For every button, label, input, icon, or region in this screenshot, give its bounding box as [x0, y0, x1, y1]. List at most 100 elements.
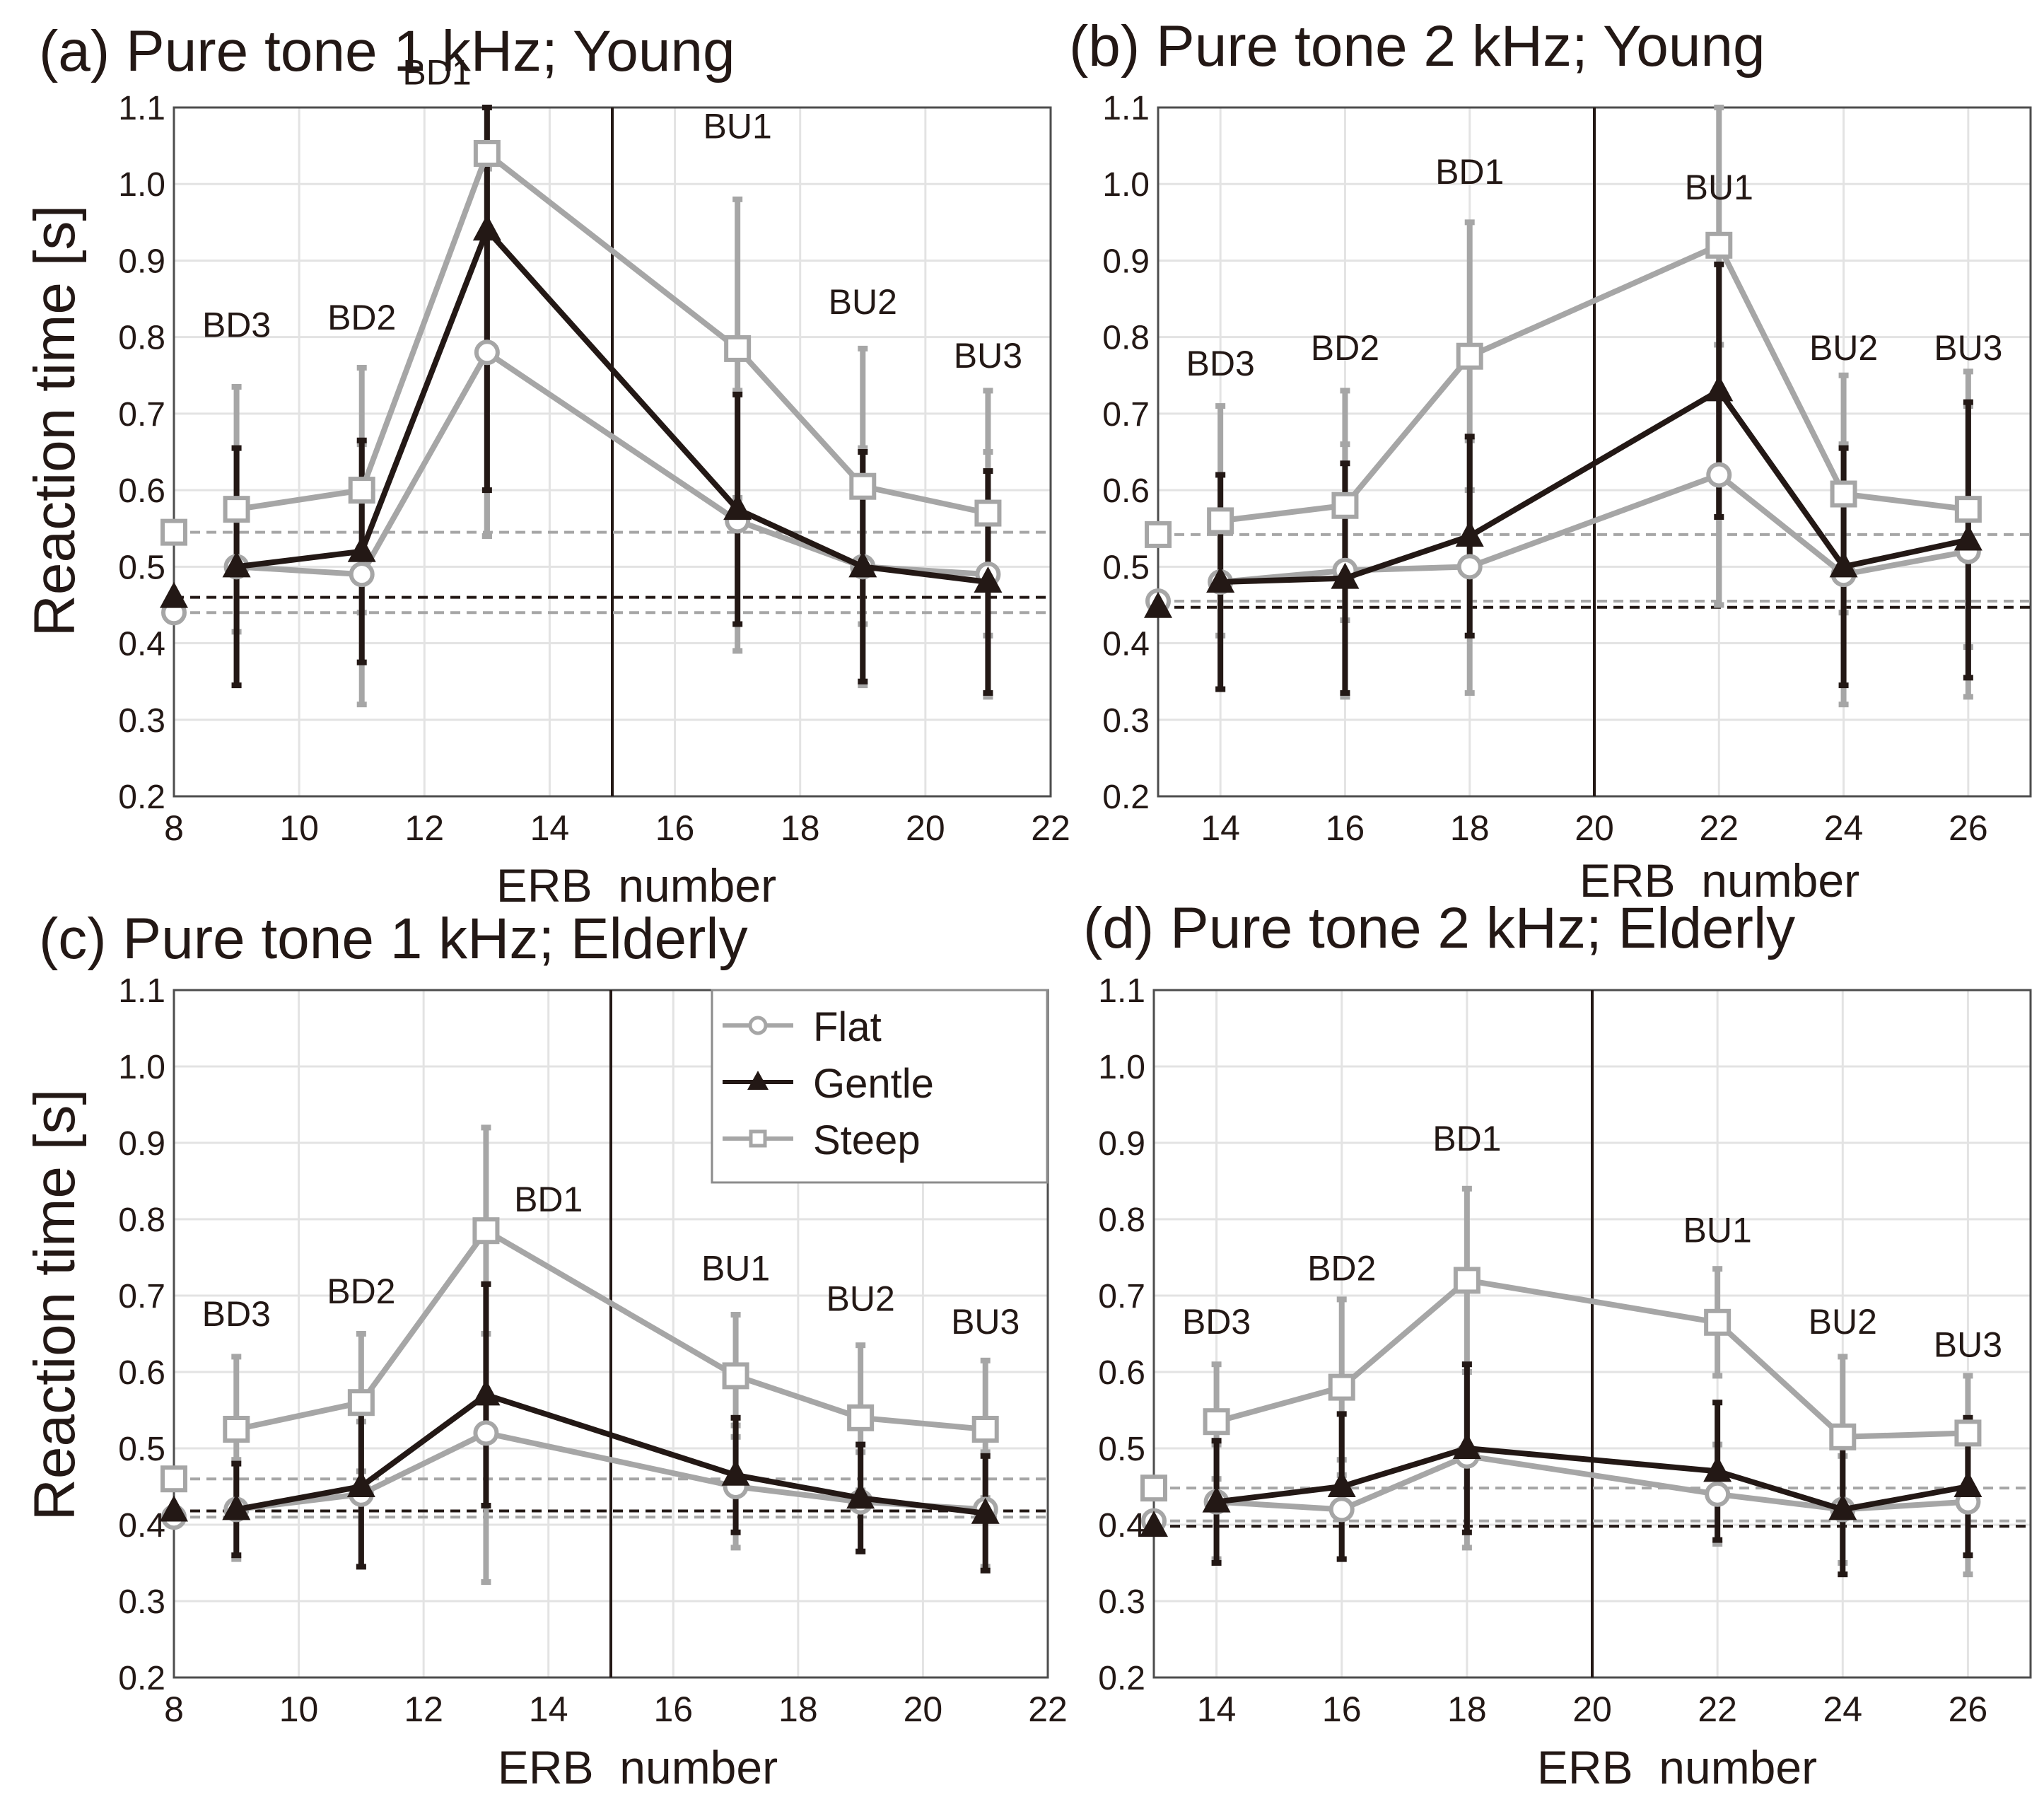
panel-b-gentle-point — [1954, 524, 1982, 551]
panel-a-steep-point — [226, 498, 248, 521]
panel-b-gentle-point — [1705, 375, 1734, 402]
panel-c-band-label-bu3: BU3 — [951, 1302, 1020, 1342]
legend-gentle-marker — [747, 1071, 769, 1090]
panel-c-ytick-label: 1.1 — [118, 972, 165, 1010]
panel-c-band-label-bd2: BD2 — [327, 1272, 395, 1311]
panel-d-ytick-label: 0.8 — [1098, 1202, 1145, 1239]
panel-d-steep-point — [1706, 1311, 1729, 1334]
panel-b-ytick-label: 1.1 — [1102, 90, 1150, 127]
panel-a-xtick-label: 14 — [530, 808, 570, 848]
panel-a-xlabel: ERB number — [496, 859, 776, 912]
panel-c-band-label-bd1: BD1 — [514, 1180, 583, 1219]
panel-a-ytick-label: 0.9 — [118, 243, 165, 280]
legend-entry-gentle: Gentle — [723, 1061, 934, 1107]
panel-b-xtick-label: 24 — [1824, 808, 1864, 848]
panel-b-band-label-bd2: BD2 — [1311, 328, 1379, 368]
legend-steep-marker — [749, 1129, 767, 1148]
panel-c-gentle-point — [346, 1471, 375, 1497]
panel-a-xtick-label: 16 — [655, 808, 695, 848]
panel-b-xtick-label: 14 — [1201, 808, 1240, 848]
panel-d-ytick-label: 0.2 — [1098, 1660, 1145, 1697]
panel-d-xlabel: ERB number — [1537, 1741, 1817, 1793]
panel-b-band-label-bu1: BU1 — [1685, 168, 1753, 207]
panel-d-ytick-label: 0.9 — [1098, 1125, 1145, 1163]
panel-a-plot: 8 10 12 14 16 18 20 22 0.2 0.3 0.4 0.5 0.6 0.7 0.8 0.9 1… — [118, 53, 1070, 848]
panel-b-ytick-label: 0.6 — [1102, 472, 1150, 510]
panel-a-steep-point — [726, 337, 749, 360]
panel-c-band-label-bu1: BU1 — [701, 1248, 770, 1288]
panel-b-steep-point — [1459, 345, 1481, 368]
panel-c-xtick-label: 10 — [279, 1690, 319, 1729]
panel-d-band-label-bu1: BU1 — [1683, 1210, 1752, 1250]
panel-b-title: (b) Pure tone 2 kHz; Young — [1069, 14, 1765, 78]
panel-c-ytick-label: 0.4 — [118, 1507, 165, 1545]
panel-a-ytick-label: 0.6 — [118, 472, 165, 510]
panel-a-ytick-label: 0.8 — [118, 320, 165, 357]
panel-a-ytick-label: 1.1 — [118, 90, 165, 127]
panel-b-ytick-label: 0.8 — [1102, 320, 1150, 357]
legend-steep-label: Steep — [813, 1117, 921, 1163]
panel-d-plot: 14 16 18 20 22 24 26 0.2 0.3 0.4 0.5 0.6 0.7 0.8 0.9 1.… — [1098, 972, 2032, 1729]
panel-b-ytick-label: 0.7 — [1102, 396, 1150, 434]
panel-c-steep-point — [974, 1418, 997, 1441]
panel-c-ylabel: Reaction time [s] — [23, 1089, 87, 1521]
panel-a-steep-point — [976, 502, 999, 525]
panel-c-xtick-label: 16 — [653, 1690, 693, 1729]
panel-a-band-label-bd3: BD3 — [202, 306, 271, 345]
panel-b-xtick-label: 20 — [1575, 808, 1614, 848]
panel-a-steep-point — [476, 142, 498, 165]
panel-a-band-label-bu3: BU3 — [954, 336, 1022, 376]
panel-c-xtick-label: 14 — [529, 1690, 568, 1729]
panel-c-plot: 8 10 12 14 16 18 20 22 0.2 0.3 0.4 0.5 0.6 0.7 0.8 0.9 1… — [118, 972, 1068, 1729]
panel-d-band-label-bd1: BD1 — [1432, 1119, 1501, 1158]
panel-a-ytick-label: 0.5 — [118, 549, 165, 586]
panel-d-gentle-series-line — [1216, 1446, 1969, 1513]
panel-a-band-label-bu1: BU1 — [703, 106, 772, 146]
panel-d-steep-point — [1831, 1426, 1854, 1448]
panel-a-xtick-label: 18 — [781, 808, 820, 848]
panel-c-gentle-point — [472, 1379, 501, 1406]
panel-b-steep-point — [1957, 498, 1980, 521]
panel-b-flat-series-line — [1220, 472, 1969, 585]
panel-d-xtick-label: 14 — [1197, 1690, 1237, 1729]
legend: Flat Gentle Steep — [711, 989, 1049, 1184]
panel-a-xtick-label: 10 — [279, 808, 319, 848]
panel-d-band-label-bd3: BD3 — [1182, 1302, 1251, 1342]
legend-flat-label: Flat — [813, 1004, 882, 1050]
panel-d-band-label-bd2: BD2 — [1307, 1248, 1376, 1288]
panel-b-xtick-label: 16 — [1326, 808, 1365, 848]
panel-d-ytick-label: 1.1 — [1098, 972, 1145, 1010]
panel-d: (d) Pure tone 2 kHz; Elderly ERB number … — [1083, 896, 2032, 1793]
panel-d-steep-point — [1205, 1410, 1228, 1433]
panel-c-band-label-bu2: BU2 — [827, 1279, 895, 1319]
panel-a-gentle-point — [347, 535, 376, 562]
panel-d-flat-point — [1707, 1484, 1728, 1505]
legend-entry-steep: Steep — [723, 1117, 921, 1163]
panel-d-xtick-label: 26 — [1949, 1690, 1988, 1729]
panel-c-steep-point — [849, 1407, 872, 1429]
panel-b-steep-point — [1833, 483, 1855, 506]
panel-d-steep-point — [1456, 1269, 1478, 1291]
panel-a-band-label-bd1: BD1 — [402, 53, 471, 93]
panel-b-steep-point — [1707, 234, 1730, 257]
panel-c-xtick-label: 8 — [164, 1690, 184, 1729]
panel-c-ytick-label: 0.9 — [118, 1125, 165, 1163]
panel-c-ytick-label: 1.0 — [118, 1049, 165, 1086]
panel-b-band-label-bd3: BD3 — [1186, 344, 1255, 383]
panel-b-steep-series-line — [1220, 242, 1969, 524]
panel-d-xtick-label: 20 — [1572, 1690, 1612, 1729]
panel-c-title: (c) Pure tone 1 kHz; Elderly — [39, 907, 748, 971]
panel-d-steep-reference-marker — [1143, 1477, 1165, 1499]
panel-a-ytick-label: 0.4 — [118, 626, 165, 663]
panel-d-flat-point — [1331, 1499, 1353, 1520]
legend-flat-marker — [748, 1016, 768, 1035]
panel-b-band-label-bd1: BD1 — [1435, 152, 1504, 192]
panel-c-ytick-label: 0.3 — [118, 1583, 165, 1621]
panel-a-xtick-label: 22 — [1031, 808, 1070, 848]
panel-d-ytick-label: 0.3 — [1098, 1583, 1145, 1621]
panel-d-band-label-bu2: BU2 — [1809, 1302, 1877, 1342]
panel-c-ytick-label: 0.8 — [118, 1202, 165, 1239]
panel-b-ytick-label: 0.5 — [1102, 549, 1150, 586]
panel-c-steep-reference-marker — [163, 1467, 185, 1490]
